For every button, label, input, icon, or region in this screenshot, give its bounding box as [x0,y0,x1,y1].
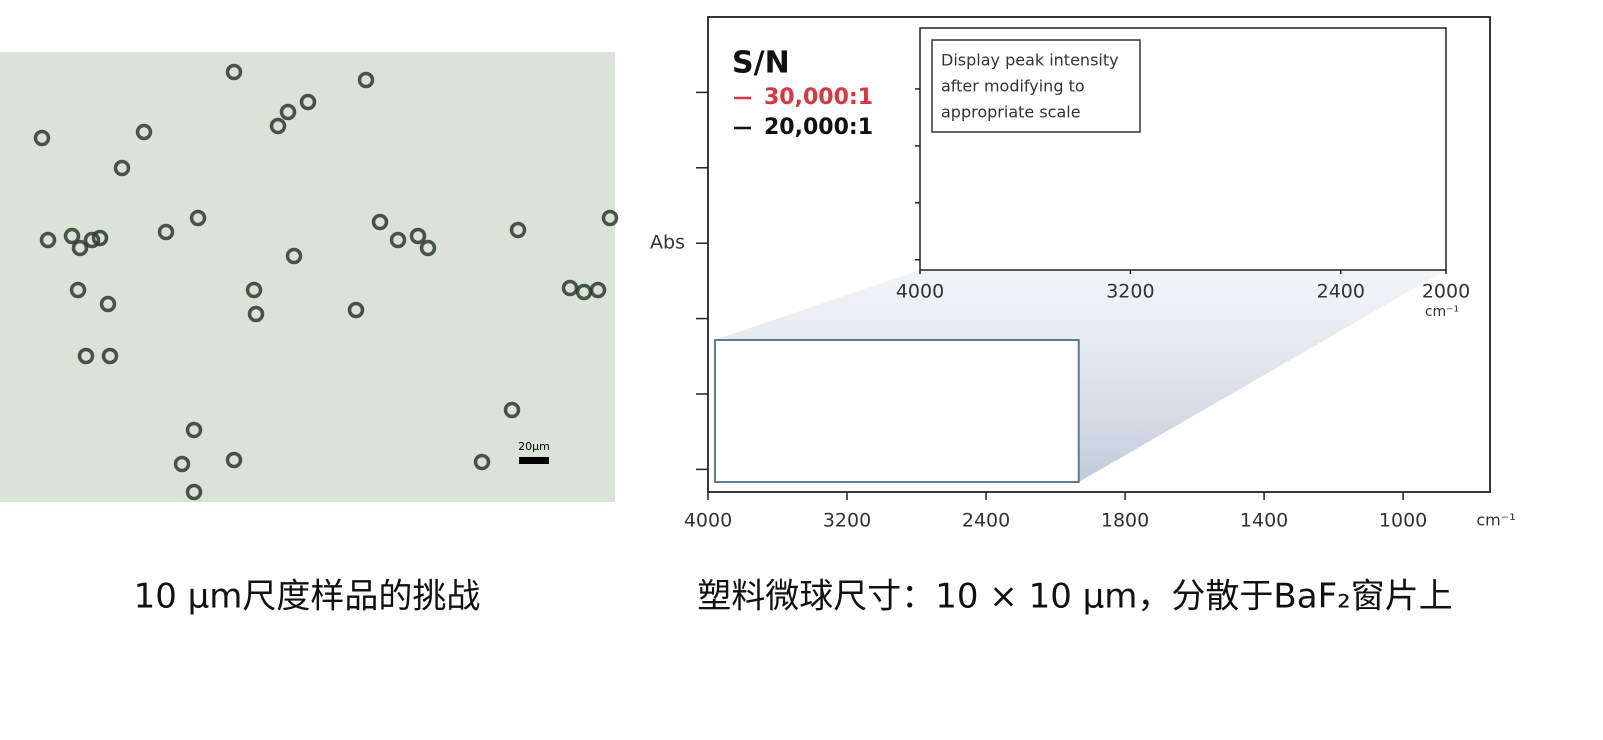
microsphere [185,421,203,439]
microsphere [101,347,119,365]
legend-title: S/N [732,46,790,81]
micrograph-background [0,52,615,502]
microsphere [157,223,175,241]
x-tick-label: 2000 [1422,281,1470,303]
microsphere [389,231,407,249]
microsphere [357,71,375,89]
plot-frame [707,16,1491,493]
microsphere [225,63,243,81]
microsphere [247,305,265,323]
y-axis-label: Abs [650,232,685,254]
microsphere [77,347,95,365]
scale-bar [519,457,549,464]
microsphere [279,103,297,121]
microsphere [503,401,521,419]
microsphere [245,281,263,299]
microsphere [473,453,491,471]
microsphere [409,227,427,245]
annotation-line: Display peak intensity [941,51,1119,70]
microsphere [113,159,131,177]
scale-label: 20µm [518,440,550,453]
x-axis-label: cm⁻¹ [1476,511,1515,530]
microsphere [71,239,89,257]
microsphere [299,93,317,111]
left-caption: 10 µm尺度样品的挑战 [134,577,481,617]
microsphere [39,231,57,249]
x-tick-label: 4000 [684,510,732,532]
x-tick-label: 1800 [1101,510,1149,532]
microsphere [189,209,207,227]
zoom-shade [715,270,1446,482]
microsphere [91,229,109,247]
microsphere [99,295,117,313]
microsphere [347,301,365,319]
x-tick-label: 1400 [1240,510,1288,532]
microsphere [83,231,101,249]
microsphere [285,247,303,265]
legend-label: 30,000:1 [764,85,873,110]
x-tick-label: 2400 [1317,281,1365,303]
x-tick-label: 3200 [823,510,871,532]
right-caption: 塑料微球尺寸：10 × 10 µm，分散于BaF₂窗片上 [697,577,1453,617]
x-tick-label: 1000 [1379,510,1427,532]
annotation-line: after modifying to [941,77,1085,96]
microsphere [33,129,51,147]
x-tick-label: 4000 [896,281,944,303]
microsphere [225,451,243,469]
microsphere [135,123,153,141]
microsphere [63,227,81,245]
microsphere [561,279,579,297]
annotation-box [931,39,1141,133]
microsphere [509,221,527,239]
annotation-line: appropriate scale [941,103,1081,122]
micrograph: 20µm [0,52,619,502]
plot-frame [919,27,1447,271]
microsphere [601,209,619,227]
microsphere [173,455,191,473]
x-axis-label: cm⁻¹ [1425,304,1459,320]
microsphere [69,281,87,299]
microsphere [371,213,389,231]
legend-label: 20,000:1 [764,115,873,140]
x-tick-label: 2400 [962,510,1010,532]
microsphere [269,117,287,135]
microsphere [419,239,437,257]
zoom-box [714,339,1080,483]
microsphere [589,281,607,299]
microsphere [185,483,203,501]
x-tick-label: 3200 [1106,281,1154,303]
